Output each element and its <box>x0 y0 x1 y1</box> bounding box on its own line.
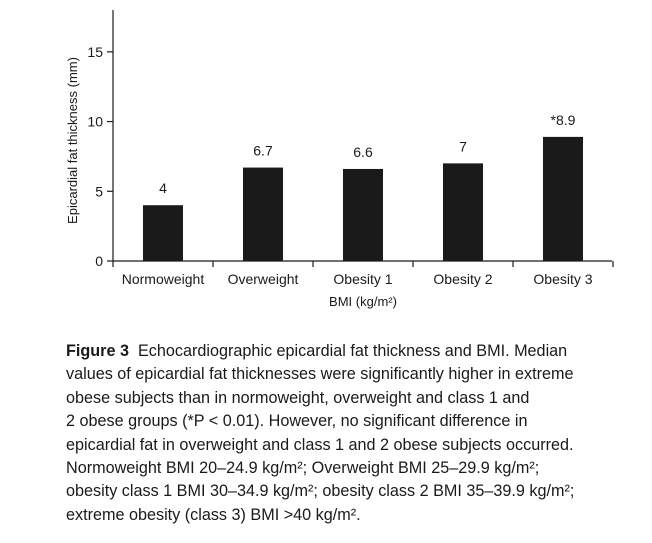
caption-line-6: Normoweight BMI 20–24.9 kg/m²; Overweigh… <box>66 459 540 478</box>
caption-line-1: Figure 3 Echocardiographic epicardial fa… <box>66 340 641 363</box>
bar <box>143 205 183 261</box>
bar-value-label: 4 <box>159 180 167 196</box>
caption-line-4: 2 obese groups (*P < 0.01). However, no … <box>66 412 528 431</box>
x-category-label: Obesity 2 <box>433 271 492 287</box>
bar <box>343 168 383 261</box>
bar-value-label: 6.6 <box>353 144 373 160</box>
caption-line-2: values of epicardial fat thicknesses wer… <box>66 365 574 384</box>
caption-line-5: epicardial fat in overweight and class 1… <box>66 435 574 454</box>
chart-axes: 0 5 10 15 <box>87 10 614 269</box>
x-category-label: Overweight <box>228 271 299 287</box>
x-axis-title: BMI (kg/m²) <box>329 294 397 309</box>
x-category-label: Obesity 1 <box>333 271 392 287</box>
bar-value-label: 7 <box>459 138 467 154</box>
caption-line-8: extreme obesity (class 3) BMI >40 kg/m². <box>66 505 361 524</box>
caption-line-7: obesity class 1 BMI 30–34.9 kg/m²; obesi… <box>66 482 575 501</box>
bar-chart: 0 5 10 15 Normoweight 4 Overweight 6.7 Obesity … <box>65 10 614 309</box>
x-category-label: Obesity 3 <box>533 271 592 287</box>
bar-value-label: *8.9 <box>551 112 576 128</box>
caption-text: Echocardiographic epicardial fat thickne… <box>137 342 568 360</box>
caption-line-3: obese subjects than in normoweight, over… <box>66 388 530 407</box>
bar-value-label: 6.7 <box>253 143 273 159</box>
bar <box>543 136 583 261</box>
x-category-label: Normoweight <box>122 271 205 287</box>
y-tick-label: 0 <box>95 253 103 269</box>
bar <box>443 163 483 261</box>
figure-caption: Figure 3 Echocardiographic epicardial fa… <box>66 340 641 527</box>
chart-labels: Normoweight 4 Overweight 6.7 Obesity 1 6.6 Obe… <box>65 57 593 309</box>
chart-bars <box>143 136 583 261</box>
y-tick-label: 10 <box>87 114 103 130</box>
y-tick-label: 15 <box>87 44 103 60</box>
bar <box>243 167 283 261</box>
figure-label: Figure 3 <box>66 342 129 360</box>
y-tick-label: 5 <box>95 183 103 199</box>
y-axis-title: Epicardial fat thickness (mm) <box>65 57 80 224</box>
